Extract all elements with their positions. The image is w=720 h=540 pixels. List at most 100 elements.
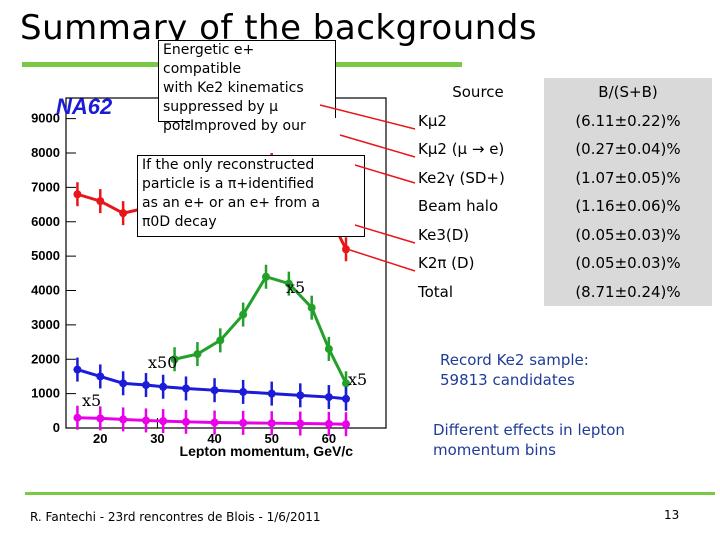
table-cell-value: (0.27±0.04)%: [544, 135, 712, 164]
callout-line: suppressed by μ: [163, 99, 279, 115]
table-cell-source: K2π (D): [418, 254, 475, 273]
series-point: [142, 381, 150, 390]
x-tick-label: 30: [150, 431, 164, 446]
table-header-row: Source B/(S+B): [412, 78, 712, 107]
series-point: [239, 310, 248, 319]
note-line: Record Ke2 sample:: [440, 351, 589, 369]
callout-line: π0D decay: [142, 214, 217, 230]
y-tick-label: 4000: [31, 283, 60, 298]
y-tick-label: 1000: [31, 386, 60, 401]
table-cell-source: Ke2γ (SD+): [418, 168, 505, 187]
pointer-line-k2pi: [349, 249, 416, 272]
background-plot: 0 1000 2000 3000 4000 5000 6000 7000 8000 9000 20 3…: [31, 94, 387, 458]
note-line: momentum bins: [433, 441, 556, 459]
table-cell-source: Beam halo: [418, 197, 499, 216]
series-point: [296, 391, 305, 400]
series-point: [342, 420, 350, 429]
scale-label-x5-green: x5: [286, 278, 305, 297]
series-point: [119, 415, 128, 424]
table-cell-value: (8.71±0.24)%: [544, 277, 712, 306]
series-point: [239, 418, 248, 427]
callout-line: with Ke2 kinematics: [163, 80, 304, 96]
series-point: [296, 419, 305, 428]
table-row: Ke3(D) (0.05±0.03)%: [412, 220, 712, 249]
background-table: Source B/(S+B) Kμ2 (6.11±0.22)% Kμ2 (μ → …: [412, 78, 712, 306]
series-point: [170, 355, 179, 364]
series-point: [210, 386, 219, 395]
callout-line: If the only reconstructed: [142, 157, 315, 173]
table-row-total: Total (8.71±0.24)%: [412, 277, 712, 306]
series-point: [216, 336, 225, 345]
series-point: [324, 344, 333, 353]
page-number: 13: [664, 508, 680, 522]
series-point: [324, 419, 333, 428]
callout-improved: Improved by our: [190, 118, 340, 134]
series-point: [239, 387, 248, 396]
table-cell-value: (0.05±0.03)%: [544, 220, 712, 249]
x-tick-label: 40: [207, 431, 221, 446]
record-sample-note: Record Ke2 sample: 59813 candidates: [440, 350, 589, 390]
series-point: [96, 414, 105, 423]
series-point: [96, 197, 105, 206]
series-point: [142, 416, 150, 425]
pointer-line-ke2g: [354, 164, 416, 184]
series-point: [342, 394, 350, 403]
series-layer: [73, 153, 350, 437]
lepton-momentum-note: Different effects in lepton momentum bin…: [433, 420, 625, 460]
note-line: 59813 candidates: [440, 371, 575, 389]
series-point: [342, 245, 350, 254]
series-point: [284, 279, 293, 288]
y-tick-label: 8000: [31, 145, 60, 160]
x-tick-label: 60: [322, 431, 336, 446]
y-tick-label: 3000: [31, 317, 60, 332]
pointer-line-ke3: [354, 224, 416, 244]
y-tick-label: 0: [53, 420, 60, 435]
y-tick-label: 5000: [31, 248, 60, 263]
footer-rule: [25, 492, 715, 495]
series-point: [267, 419, 276, 428]
table-cell-source: Kμ2: [418, 111, 447, 130]
x-axis-label: Lepton momentum, GeV/c: [180, 443, 354, 458]
series-point: [267, 389, 276, 398]
pointer-lines: [319, 104, 416, 272]
pointer-line-kmu2: [319, 104, 416, 130]
callout-line: particle is a π+identified: [142, 176, 315, 192]
table-header-value: B/(S+B): [544, 78, 712, 107]
note-line: Different effects in lepton: [433, 421, 625, 439]
series-point: [73, 413, 82, 422]
series-point: [119, 209, 128, 218]
scale-label-x5-left: x5: [82, 391, 101, 410]
series-line: [76, 368, 347, 401]
table-cell-source: Kμ2 (μ → e): [418, 140, 505, 159]
series-point: [342, 379, 350, 388]
series-point: [73, 190, 82, 199]
callout-line: Energetic e+ compatible: [163, 42, 255, 77]
scale-label-x50: x50: [148, 353, 177, 372]
x-tick-label: 20: [93, 431, 107, 446]
series-point: [182, 384, 190, 393]
table-cell-value: (6.11±0.22)%: [544, 106, 712, 135]
series-point: [307, 303, 316, 312]
series-line: [174, 274, 348, 384]
table-cell-value: (1.07±0.05)%: [544, 163, 712, 192]
y-tick-label: 7000: [31, 179, 60, 194]
table-row: Beam halo (1.16±0.06)%: [412, 192, 712, 221]
callout-line: as an e+ or an e+ from a: [142, 195, 321, 211]
series-point: [159, 417, 168, 426]
table-header-source: Source: [452, 83, 504, 102]
x-tick-label: 50: [264, 431, 278, 446]
callout-reconstructed-pion: If the only reconstructed particle is a …: [137, 155, 365, 237]
table-row: K2π (D) (0.05±0.03)%: [412, 249, 712, 278]
table-cell-source: Ke3(D): [418, 225, 470, 244]
scale-label-x5-right: x5: [348, 370, 367, 389]
na62-logo: NA62: [56, 94, 113, 119]
footer-text: R. Fantechi - 23rd rencontres de Blois -…: [30, 510, 321, 524]
table-cell-value: (1.16±0.06)%: [544, 192, 712, 221]
series-point: [262, 272, 270, 281]
series-point: [193, 350, 202, 359]
table-row: Kμ2 (6.11±0.22)%: [412, 106, 712, 135]
pointer-line-kmu2-mue: [339, 134, 416, 158]
series-point: [73, 365, 82, 374]
series-point: [159, 382, 168, 391]
table-cell-source: Total: [418, 282, 454, 301]
